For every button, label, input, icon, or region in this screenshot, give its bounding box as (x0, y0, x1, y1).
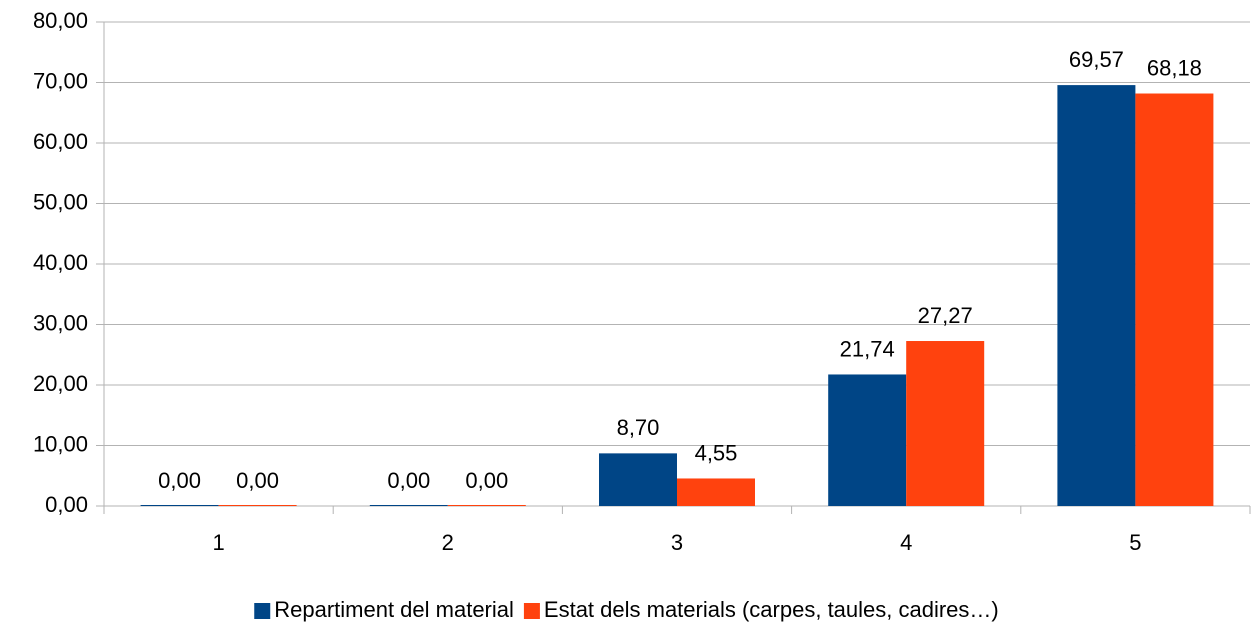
bar (677, 478, 755, 506)
x-tick-label: 5 (1129, 530, 1141, 555)
bar (906, 341, 985, 506)
x-tick-label: 2 (442, 530, 454, 555)
bar (1135, 93, 1214, 507)
legend-swatch (523, 603, 540, 619)
bar (218, 505, 297, 506)
data-label: 21,74 (840, 336, 895, 361)
y-tick-label: 60,00 (33, 129, 88, 154)
y-tick-label: 0,00 (45, 492, 88, 517)
y-tick-label: 20,00 (33, 371, 88, 396)
y-tick-label: 70,00 (33, 68, 88, 93)
bar (1057, 85, 1136, 506)
data-label: 68,18 (1147, 55, 1202, 80)
y-tick-label: 50,00 (33, 189, 88, 214)
x-tick-label: 4 (900, 530, 912, 555)
legend-label: Estat dels materials (carpes, taules, ca… (544, 597, 999, 622)
y-tick-label: 10,00 (33, 431, 88, 456)
data-label: 4,55 (695, 440, 738, 465)
data-label: 69,57 (1069, 47, 1124, 72)
x-tick-label: 1 (212, 530, 224, 555)
data-label: 0,00 (465, 468, 508, 493)
bar (447, 505, 526, 506)
legend-swatch (254, 603, 271, 619)
data-label: 0,00 (236, 468, 279, 493)
x-tick-label: 3 (671, 530, 683, 555)
bar (369, 505, 448, 506)
data-label: 0,00 (387, 468, 430, 493)
data-label: 0,00 (158, 468, 201, 493)
bar (599, 453, 677, 506)
y-tick-label: 80,00 (33, 8, 88, 33)
y-tick-label: 40,00 (33, 250, 88, 275)
data-label: 8,70 (617, 415, 660, 440)
legend-label: Repartiment del material (274, 597, 514, 622)
bar (828, 374, 907, 506)
bar (140, 505, 219, 506)
data-label: 27,27 (918, 303, 973, 328)
y-tick-label: 30,00 (33, 310, 88, 335)
